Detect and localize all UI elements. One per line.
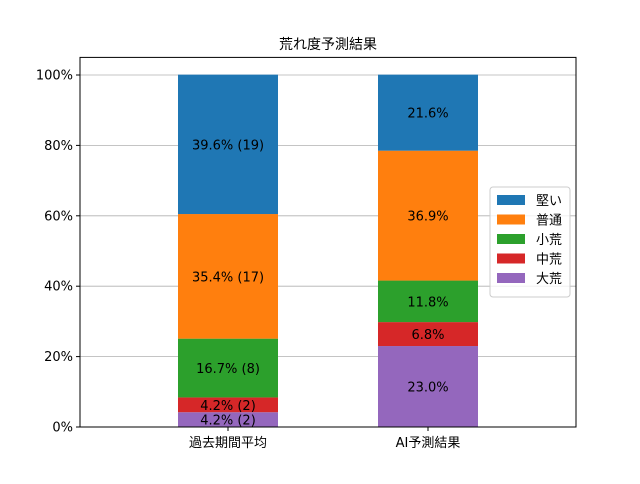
x-tick-label: 過去期間平均 — [189, 436, 267, 451]
data-label: 36.9% — [407, 210, 448, 225]
data-label: 4.2% (2) — [200, 414, 256, 429]
data-label: 21.6% — [407, 107, 448, 122]
bar-segment — [378, 346, 478, 427]
data-label: 39.6% (19) — [192, 138, 264, 153]
bar-segment — [378, 280, 478, 323]
legend-swatch — [497, 253, 525, 264]
data-label: 23.0% — [407, 381, 448, 396]
data-label: 6.8% — [411, 328, 444, 343]
legend-swatch — [497, 195, 525, 205]
x-tick-label: AI予測結果 — [396, 436, 461, 451]
bar-segment — [378, 322, 478, 347]
y-tick-label: 60% — [44, 209, 73, 224]
bar-segment — [378, 74, 478, 151]
bar-segment — [378, 150, 478, 281]
chart-title: 荒れ度予測結果 — [279, 37, 377, 53]
legend-swatch — [497, 214, 525, 225]
y-tick-label: 100% — [36, 69, 73, 84]
data-label: 11.8% — [407, 295, 448, 310]
x-axis: 過去期間平均 AI予測結果 — [189, 427, 460, 451]
bar-segment — [178, 214, 278, 339]
data-label: 16.7% (8) — [196, 362, 260, 377]
legend-swatch — [497, 273, 525, 283]
legend-label: 大荒 — [536, 272, 562, 287]
y-tick-label: 20% — [44, 350, 73, 365]
legend-label: 堅い — [536, 194, 562, 209]
bar-segment — [178, 338, 278, 398]
y-tick-label: 0% — [52, 421, 73, 436]
y-tick-label: 80% — [44, 139, 73, 154]
legend-label: 中荒 — [536, 253, 562, 268]
bar-segment — [178, 397, 278, 413]
bars — [178, 74, 478, 427]
y-axis: 0% 20% 40% 60% 80% 100% — [36, 69, 80, 436]
data-label: 35.4% (17) — [192, 270, 264, 285]
data-labels: 4.2% (2)4.2% (2) 16.7% (8) 35.4% (17) 39.6%… — [192, 107, 449, 429]
legend-label: 普通 — [536, 214, 562, 229]
bar-segment — [178, 412, 278, 427]
data-label: 4.2% (2) — [200, 399, 256, 414]
legend-label: 小荒 — [536, 233, 562, 248]
legend-swatch — [497, 234, 525, 244]
y-tick-label: 40% — [44, 280, 73, 295]
bar-segment — [178, 74, 278, 215]
plot-frame — [79, 56, 577, 428]
